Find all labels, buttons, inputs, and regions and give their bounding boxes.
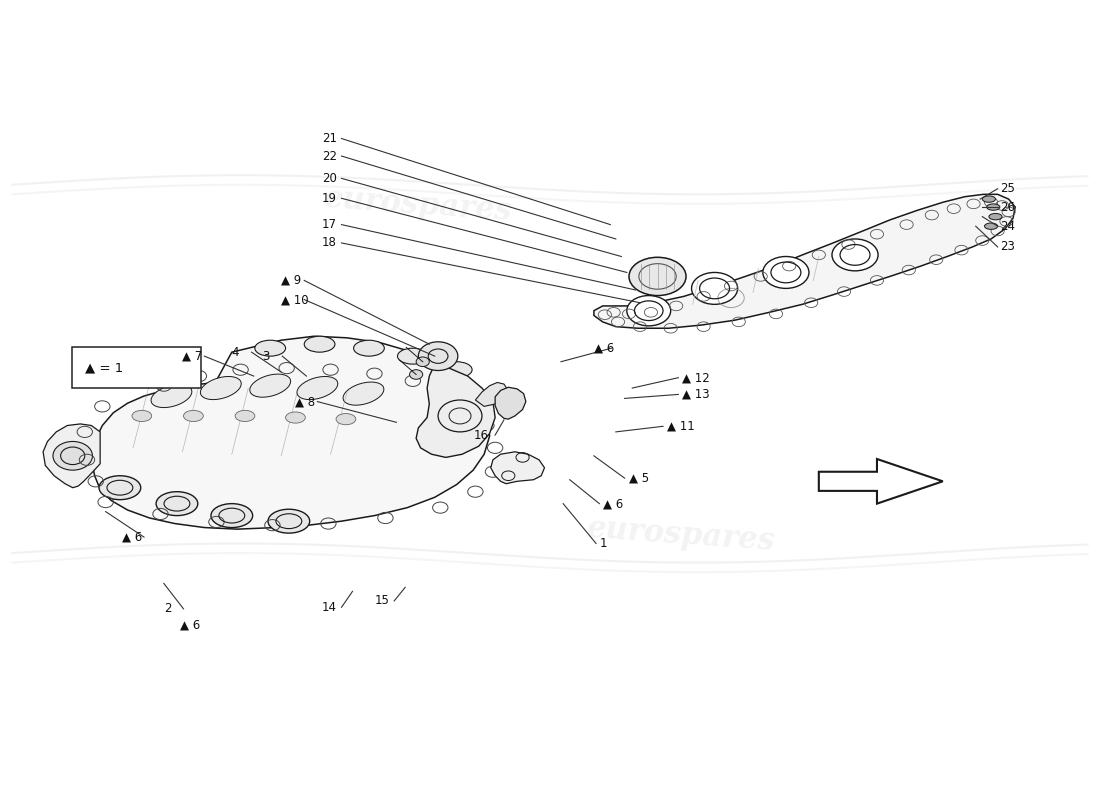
Text: 23: 23 xyxy=(1000,241,1014,254)
Text: ▲ 7: ▲ 7 xyxy=(183,350,202,362)
Ellipse shape xyxy=(200,377,241,399)
Text: ▲ 6: ▲ 6 xyxy=(603,497,623,510)
Text: ▲ 6: ▲ 6 xyxy=(594,342,614,354)
Text: ▲ 5: ▲ 5 xyxy=(629,472,649,485)
Ellipse shape xyxy=(763,257,808,288)
Ellipse shape xyxy=(297,377,338,399)
Text: ▲ 11: ▲ 11 xyxy=(668,420,695,433)
Text: 16: 16 xyxy=(473,429,488,442)
Polygon shape xyxy=(43,424,100,488)
Text: 25: 25 xyxy=(1000,182,1014,195)
Ellipse shape xyxy=(99,476,141,500)
Ellipse shape xyxy=(832,239,878,271)
Polygon shape xyxy=(495,387,526,419)
Polygon shape xyxy=(491,452,544,484)
Circle shape xyxy=(409,370,422,379)
Text: eurospares: eurospares xyxy=(323,182,514,226)
Ellipse shape xyxy=(353,340,384,356)
Ellipse shape xyxy=(132,410,152,422)
Ellipse shape xyxy=(984,223,998,230)
Text: ▲ 9: ▲ 9 xyxy=(282,274,301,287)
Ellipse shape xyxy=(629,258,686,295)
Text: ▲ 6: ▲ 6 xyxy=(180,618,200,631)
Text: 20: 20 xyxy=(322,172,337,185)
Polygon shape xyxy=(91,336,490,529)
Ellipse shape xyxy=(397,348,428,364)
Text: ▲ 6: ▲ 6 xyxy=(122,530,142,544)
Text: ▲ 10: ▲ 10 xyxy=(282,293,309,306)
Circle shape xyxy=(53,442,92,470)
Text: 26: 26 xyxy=(1000,201,1015,214)
Ellipse shape xyxy=(627,295,671,326)
Circle shape xyxy=(416,357,429,366)
Text: ▲ 12: ▲ 12 xyxy=(682,371,710,384)
Ellipse shape xyxy=(268,510,310,533)
Ellipse shape xyxy=(987,204,1000,210)
Ellipse shape xyxy=(982,196,996,202)
Ellipse shape xyxy=(305,336,334,352)
Polygon shape xyxy=(416,364,495,458)
Ellipse shape xyxy=(211,504,253,527)
Text: 2: 2 xyxy=(164,602,172,615)
Text: 4: 4 xyxy=(232,346,240,358)
Ellipse shape xyxy=(286,412,306,423)
Ellipse shape xyxy=(156,492,198,515)
Text: ▲ 8: ▲ 8 xyxy=(296,395,316,408)
Text: ▲ = 1: ▲ = 1 xyxy=(85,362,123,374)
Ellipse shape xyxy=(441,362,472,378)
Ellipse shape xyxy=(336,414,355,425)
Polygon shape xyxy=(594,194,1015,328)
Text: 15: 15 xyxy=(374,594,389,607)
Polygon shape xyxy=(818,459,943,504)
Ellipse shape xyxy=(692,273,738,304)
Text: 14: 14 xyxy=(322,601,337,614)
Text: 24: 24 xyxy=(1000,220,1015,233)
Ellipse shape xyxy=(235,410,255,422)
FancyBboxPatch shape xyxy=(72,346,201,388)
Text: 17: 17 xyxy=(322,218,337,231)
Ellipse shape xyxy=(184,410,204,422)
Ellipse shape xyxy=(151,385,191,407)
Text: 3: 3 xyxy=(263,350,270,362)
Text: ▲ 13: ▲ 13 xyxy=(682,388,710,401)
Polygon shape xyxy=(475,382,508,406)
Text: 21: 21 xyxy=(322,132,337,145)
Ellipse shape xyxy=(989,214,1002,220)
Text: 1: 1 xyxy=(600,537,607,550)
Ellipse shape xyxy=(343,382,384,405)
Text: eurospares: eurospares xyxy=(586,514,777,558)
Text: 19: 19 xyxy=(322,192,337,205)
Text: 22: 22 xyxy=(322,150,337,162)
Ellipse shape xyxy=(255,340,286,356)
Circle shape xyxy=(418,342,458,370)
Ellipse shape xyxy=(250,374,290,398)
Text: 18: 18 xyxy=(322,237,337,250)
